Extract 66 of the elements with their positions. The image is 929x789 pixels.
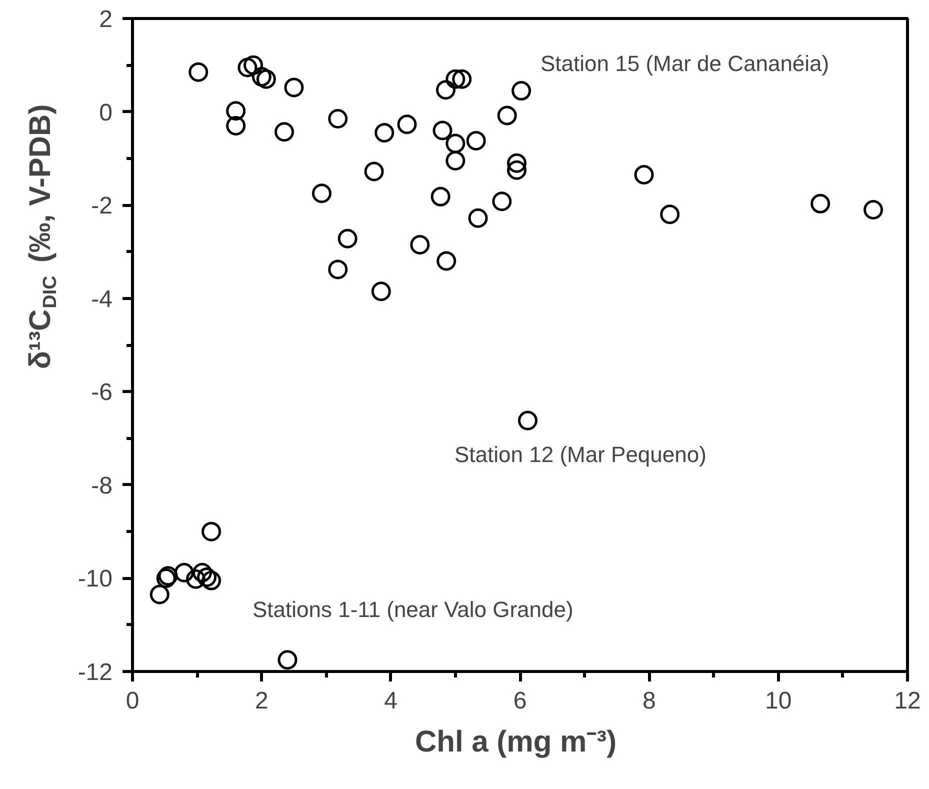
point	[226, 101, 246, 121]
x-tick-label: 6	[513, 688, 527, 714]
point	[244, 55, 264, 75]
x-axis-title: Chl a (mg m⁻³)	[415, 726, 617, 758]
y-tick-label: -4	[91, 286, 113, 313]
y-tick-label: -12	[78, 659, 112, 686]
point	[364, 162, 384, 182]
x-tick-label: 2	[254, 688, 268, 714]
x-tick-label: 12	[894, 688, 921, 714]
point	[497, 106, 517, 126]
y-tick-label: -6	[91, 379, 113, 406]
point	[278, 650, 298, 670]
point	[397, 114, 417, 134]
point	[864, 200, 884, 220]
point	[150, 584, 170, 604]
point	[252, 67, 272, 87]
point	[371, 282, 391, 302]
point	[338, 228, 358, 248]
point	[660, 204, 680, 224]
point	[512, 81, 532, 101]
x-tick-label: 0	[126, 688, 140, 714]
point	[634, 165, 654, 184]
point	[410, 234, 430, 254]
point	[188, 62, 208, 82]
y-tick-label: 2	[99, 6, 113, 33]
point	[518, 410, 538, 430]
point	[507, 160, 527, 180]
point	[202, 522, 222, 542]
point	[446, 151, 466, 170]
x-tick-label: 4	[384, 688, 398, 714]
y-tick-label: -8	[91, 472, 113, 500]
point	[174, 562, 194, 582]
x-tick-label: 10	[764, 688, 792, 714]
point	[466, 130, 486, 150]
point	[328, 260, 348, 280]
point	[446, 69, 466, 89]
x-tick-label: 8	[642, 688, 656, 714]
point	[507, 153, 527, 173]
point	[468, 208, 488, 228]
point	[256, 69, 276, 89]
point	[197, 568, 217, 588]
point	[274, 122, 294, 142]
annotation: Station 15 (Mar de Cananéia)	[540, 51, 830, 76]
y-tick-label: 0	[99, 99, 113, 126]
y-tick-label: -2	[91, 192, 113, 220]
y-axis-title: δ¹³CDIC (‰, V-PDB)	[24, 104, 61, 370]
point	[436, 80, 456, 100]
point	[238, 58, 258, 78]
annotation: Stations 1-11 (near Valo Grande)	[252, 597, 574, 622]
y-tick-label: -10	[78, 566, 112, 593]
point	[374, 123, 394, 143]
point	[328, 109, 348, 129]
point	[446, 134, 466, 154]
point	[452, 69, 472, 89]
point	[436, 251, 456, 271]
point	[312, 184, 332, 204]
point	[202, 570, 222, 590]
annotation: Station 12 (Mar Pequeno)	[454, 442, 706, 467]
point	[810, 194, 830, 214]
point	[186, 569, 206, 589]
point	[430, 186, 450, 206]
point	[492, 192, 512, 212]
point	[192, 562, 212, 582]
point	[432, 120, 452, 140]
point	[226, 116, 246, 136]
point	[284, 78, 304, 98]
